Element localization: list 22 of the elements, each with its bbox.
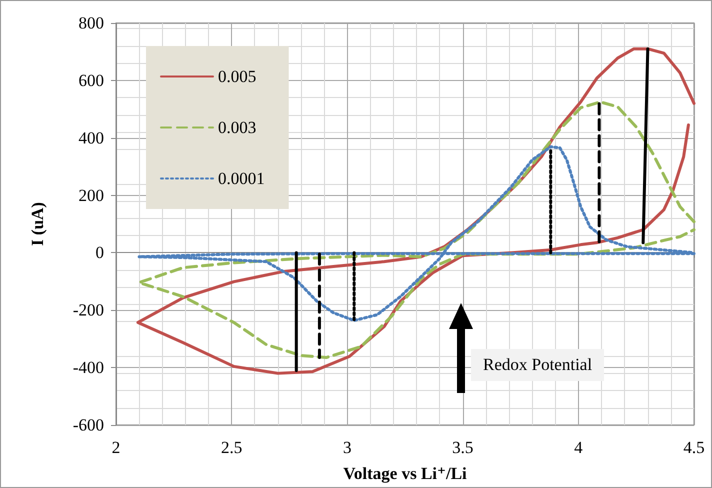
- x-tick-label: 3: [342, 438, 352, 457]
- y-tick-label: 400: [78, 128, 104, 148]
- x-tick-label: 2.5: [220, 438, 242, 457]
- line-series: [138, 145, 696, 322]
- legend-label: 0.005: [218, 67, 256, 86]
- x-axis-title: Voltage vs Li⁺/Li: [343, 464, 468, 483]
- x-tick-label: 4.5: [683, 438, 705, 457]
- x-tick-label: 4: [574, 438, 584, 457]
- line-series: [138, 100, 696, 360]
- y-tick-label: 0: [96, 243, 104, 262]
- y-tick-label: -200: [72, 300, 104, 320]
- x-tick-label: 3.5: [452, 438, 474, 457]
- y-tick-label: 200: [78, 186, 104, 205]
- legend-label: 0.003: [218, 118, 256, 137]
- legend-label: 0.0001: [218, 169, 265, 188]
- annotation: Redox Potential: [471, 349, 604, 381]
- y-tick-label: 600: [78, 70, 104, 90]
- y-tick-label: -600: [72, 416, 104, 434]
- y-tick-label: 800: [78, 14, 104, 32]
- x-tick-label: 2: [112, 438, 120, 457]
- y-axis-title: I (uA): [28, 202, 47, 246]
- y-tick-label: -400: [72, 358, 104, 378]
